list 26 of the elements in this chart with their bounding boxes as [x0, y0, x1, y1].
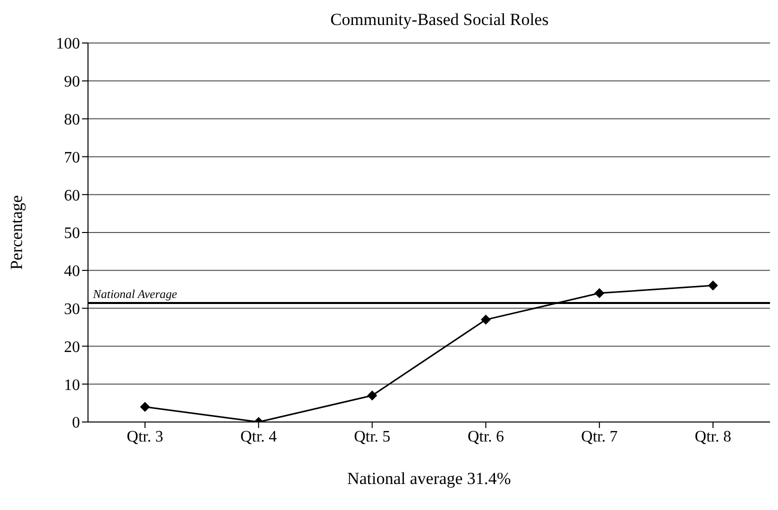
y-tick-label: 40 — [64, 263, 80, 280]
x-tick-label: Qtr. 3 — [126, 428, 164, 446]
y-tick-label: 60 — [64, 187, 80, 204]
point — [367, 390, 378, 400]
y-tick-label: 30 — [64, 300, 80, 318]
point — [140, 402, 150, 412]
y-tick-label: 0 — [72, 414, 80, 432]
y-tick-label: 80 — [64, 111, 80, 128]
ref-line-label: National Average — [92, 286, 178, 301]
y-tick-label: 50 — [64, 225, 80, 242]
point — [480, 314, 491, 325]
x-tick-label: Qtr. 4 — [240, 428, 277, 446]
point — [594, 288, 604, 298]
y-tick-label: 20 — [64, 338, 80, 356]
x-tick-label: Qtr. 8 — [694, 428, 732, 446]
chart-title: Community-Based Social Roles — [329, 10, 550, 30]
y-tick-label: 10 — [64, 376, 80, 394]
point — [708, 280, 718, 291]
x-tick-label: Qtr. 7 — [581, 428, 618, 446]
y-tick-label: 70 — [64, 149, 80, 166]
x-tick-label: Qtr. 6 — [468, 428, 504, 446]
x-axis-title: National average 31.4% — [347, 469, 511, 488]
y-tick-label: 100 — [56, 36, 80, 53]
x-tick-label: Qtr. 5 — [354, 428, 390, 446]
y-tick-label: 90 — [64, 74, 80, 91]
y-axis-title: Percentage — [7, 195, 26, 270]
